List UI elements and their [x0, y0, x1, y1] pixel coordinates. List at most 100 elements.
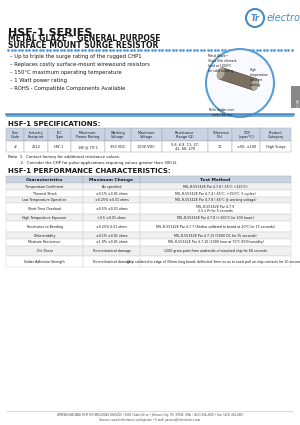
- Text: 10: 10: [218, 145, 222, 149]
- Text: WIREWOUND AND FILM TECHNOLOGIES DIVISION • 6281 Chalet Drive • Johnson City, TN : WIREWOUND AND FILM TECHNOLOGIES DIVISION…: [57, 413, 243, 417]
- FancyBboxPatch shape: [83, 214, 140, 221]
- Text: 350 VDC: 350 VDC: [110, 145, 125, 149]
- FancyBboxPatch shape: [6, 221, 83, 232]
- Text: METAL GLAZE™ GENERAL PURPOSE: METAL GLAZE™ GENERAL PURPOSE: [8, 34, 160, 43]
- Text: High Temperature Exposure: High Temperature Exposure: [22, 216, 67, 220]
- Text: Dielectrability: Dielectrability: [33, 234, 56, 238]
- Text: 1200 gram push from underside of mounted chip for 60 seconds: 1200 gram push from underside of mounted…: [164, 249, 267, 253]
- FancyBboxPatch shape: [291, 86, 300, 108]
- FancyBboxPatch shape: [83, 176, 140, 183]
- Text: – Up to triple the surge rating of the rugged CHP1: – Up to triple the surge rating of the r…: [10, 54, 142, 59]
- Text: Short Time Overload: Short Time Overload: [28, 207, 61, 211]
- Text: MIL-R-55342E Par 4.7.7 (Radius soldered to board at 20°C for 15 seconds): MIL-R-55342E Par 4.7.7 (Radius soldered …: [156, 225, 275, 229]
- Text: Internet: www.ttelectronics.com/passive • E-mail: passive@ttelectronics.com: Internet: www.ttelectronics.com/passive …: [99, 418, 201, 422]
- Text: ±0.1% ±0.01 ohms: ±0.1% ±0.01 ohms: [96, 192, 127, 196]
- Text: Size
Code: Size Code: [11, 131, 20, 139]
- Text: Product
Category: Product Category: [267, 131, 284, 139]
- FancyBboxPatch shape: [105, 141, 131, 152]
- Text: High
temperature
resistant
coating: High temperature resistant coating: [250, 68, 269, 87]
- FancyBboxPatch shape: [83, 256, 140, 267]
- FancyBboxPatch shape: [140, 176, 291, 183]
- Text: TCR
(ppm/°C): TCR (ppm/°C): [238, 131, 254, 139]
- Text: Metal Glaze™
Glass film element
fired at 1000°C
for solid bonding: Metal Glaze™ Glass film element fired at…: [208, 54, 237, 73]
- FancyBboxPatch shape: [140, 197, 291, 204]
- FancyBboxPatch shape: [6, 239, 83, 246]
- Text: Low Temperature Operation: Low Temperature Operation: [22, 198, 67, 202]
- FancyBboxPatch shape: [6, 197, 83, 204]
- Text: MIL-R-55342E Par 4.7.8 (-55°C +125°C): MIL-R-55342E Par 4.7.8 (-55°C +125°C): [183, 185, 248, 189]
- FancyBboxPatch shape: [71, 128, 105, 141]
- FancyBboxPatch shape: [0, 0, 300, 30]
- FancyBboxPatch shape: [105, 128, 131, 141]
- FancyBboxPatch shape: [232, 141, 260, 152]
- Text: No mechanical damage: No mechanical damage: [92, 260, 130, 264]
- Text: Tr: Tr: [250, 14, 260, 23]
- FancyBboxPatch shape: [83, 232, 140, 239]
- FancyBboxPatch shape: [140, 190, 291, 197]
- Text: Characteristics: Characteristics: [26, 178, 63, 182]
- Text: MIL-R-55342E Par 4.7.10 (2000 hour at 70°C 85%humidity): MIL-R-55342E Par 4.7.10 (2000 hour at 70…: [167, 241, 263, 244]
- Text: – Replaces costly surface-mount wirewound resistors: – Replaces costly surface-mount wirewoun…: [10, 62, 150, 67]
- Text: electronics: electronics: [267, 13, 300, 23]
- FancyBboxPatch shape: [131, 141, 162, 152]
- FancyBboxPatch shape: [83, 197, 140, 204]
- Text: Maximum
Power Rating: Maximum Power Rating: [76, 131, 99, 139]
- Text: HSF-1: HSF-1: [294, 99, 298, 108]
- FancyBboxPatch shape: [83, 246, 140, 256]
- FancyBboxPatch shape: [260, 141, 291, 152]
- Text: ±0.25% 0.01 ohms: ±0.25% 0.01 ohms: [96, 225, 127, 229]
- Text: ±1.0% ±0.01 ohms: ±1.0% ±0.01 ohms: [96, 241, 127, 244]
- FancyBboxPatch shape: [140, 232, 291, 239]
- FancyBboxPatch shape: [140, 256, 291, 267]
- Text: High Surge: High Surge: [266, 145, 285, 149]
- FancyBboxPatch shape: [6, 204, 83, 214]
- FancyBboxPatch shape: [83, 190, 140, 197]
- Text: No mechanical damage: No mechanical damage: [92, 249, 130, 253]
- FancyBboxPatch shape: [48, 128, 71, 141]
- Text: MIL-R-55342E Par 4.7.13 (500V DC for 15 seconds): MIL-R-55342E Par 4.7.13 (500V DC for 15 …: [174, 234, 257, 238]
- Text: Maximum
Voltage: Maximum Voltage: [137, 131, 155, 139]
- Text: Test Method: Test Method: [200, 178, 230, 182]
- Text: IEC
Type: IEC Type: [55, 131, 63, 139]
- FancyBboxPatch shape: [260, 128, 291, 141]
- Text: Resistance
Range (Ω): Resistance Range (Ω): [175, 131, 194, 139]
- FancyBboxPatch shape: [140, 239, 291, 246]
- Text: 1000 VDC: 1000 VDC: [137, 145, 155, 149]
- Text: ±0.25% ±0.01 ohms: ±0.25% ±0.01 ohms: [94, 198, 128, 202]
- FancyBboxPatch shape: [6, 128, 25, 141]
- Text: Maximum Change: Maximum Change: [89, 178, 134, 182]
- FancyBboxPatch shape: [208, 141, 232, 152]
- Text: Industry
Footprint: Industry Footprint: [28, 131, 44, 139]
- FancyBboxPatch shape: [6, 232, 83, 239]
- Ellipse shape: [217, 68, 225, 79]
- Text: HSF-1 SERIES: HSF-1 SERIES: [8, 28, 92, 38]
- FancyBboxPatch shape: [6, 214, 83, 221]
- FancyBboxPatch shape: [83, 183, 140, 190]
- Text: ±0.5% ±0.01 ohms: ±0.5% ±0.01 ohms: [96, 207, 127, 211]
- Text: MIL-R-55342E Par 4.7.8 (-65°C @ working voltage): MIL-R-55342E Par 4.7.8 (-65°C @ working …: [175, 198, 256, 202]
- Text: MIL-R-55342E Par 4.7.4 (-65°C, +150°C, 5 cycles): MIL-R-55342E Par 4.7.4 (-65°C, +150°C, 5…: [175, 192, 256, 196]
- Text: Note  1.  Contact factory for additional resistance values.: Note 1. Contact factory for additional r…: [8, 155, 120, 159]
- FancyBboxPatch shape: [6, 183, 83, 190]
- Text: – ROHS - Compatible Components Available: – ROHS - Compatible Components Available: [10, 86, 125, 91]
- Text: +0.5 ±0.01 ohms: +0.5 ±0.01 ohms: [97, 216, 126, 220]
- FancyBboxPatch shape: [140, 221, 291, 232]
- FancyBboxPatch shape: [6, 176, 83, 183]
- Text: MIL-R-55342E Par 4.7.8 (+150°C for 100 hours): MIL-R-55342E Par 4.7.8 (+150°C for 100 h…: [177, 216, 254, 220]
- FancyBboxPatch shape: [6, 141, 25, 152]
- Text: 2512: 2512: [32, 145, 40, 149]
- Text: Working
Voltage: Working Voltage: [110, 131, 125, 139]
- FancyBboxPatch shape: [25, 128, 48, 141]
- FancyBboxPatch shape: [131, 128, 162, 141]
- FancyBboxPatch shape: [71, 141, 105, 152]
- Text: Tolerance
(%): Tolerance (%): [212, 131, 229, 139]
- FancyBboxPatch shape: [140, 246, 291, 256]
- FancyBboxPatch shape: [83, 221, 140, 232]
- Text: Thermal Shock: Thermal Shock: [32, 192, 56, 196]
- FancyBboxPatch shape: [162, 128, 208, 141]
- FancyBboxPatch shape: [208, 128, 232, 141]
- Text: – 150°C maximum operating temperature: – 150°C maximum operating temperature: [10, 70, 122, 75]
- Text: MIL-R-55342E Par 4.7.9
2.5 x Pr for 5 seconds: MIL-R-55342E Par 4.7.9 2.5 x Pr for 5 se…: [196, 205, 235, 213]
- FancyBboxPatch shape: [6, 246, 83, 256]
- Circle shape: [206, 49, 274, 117]
